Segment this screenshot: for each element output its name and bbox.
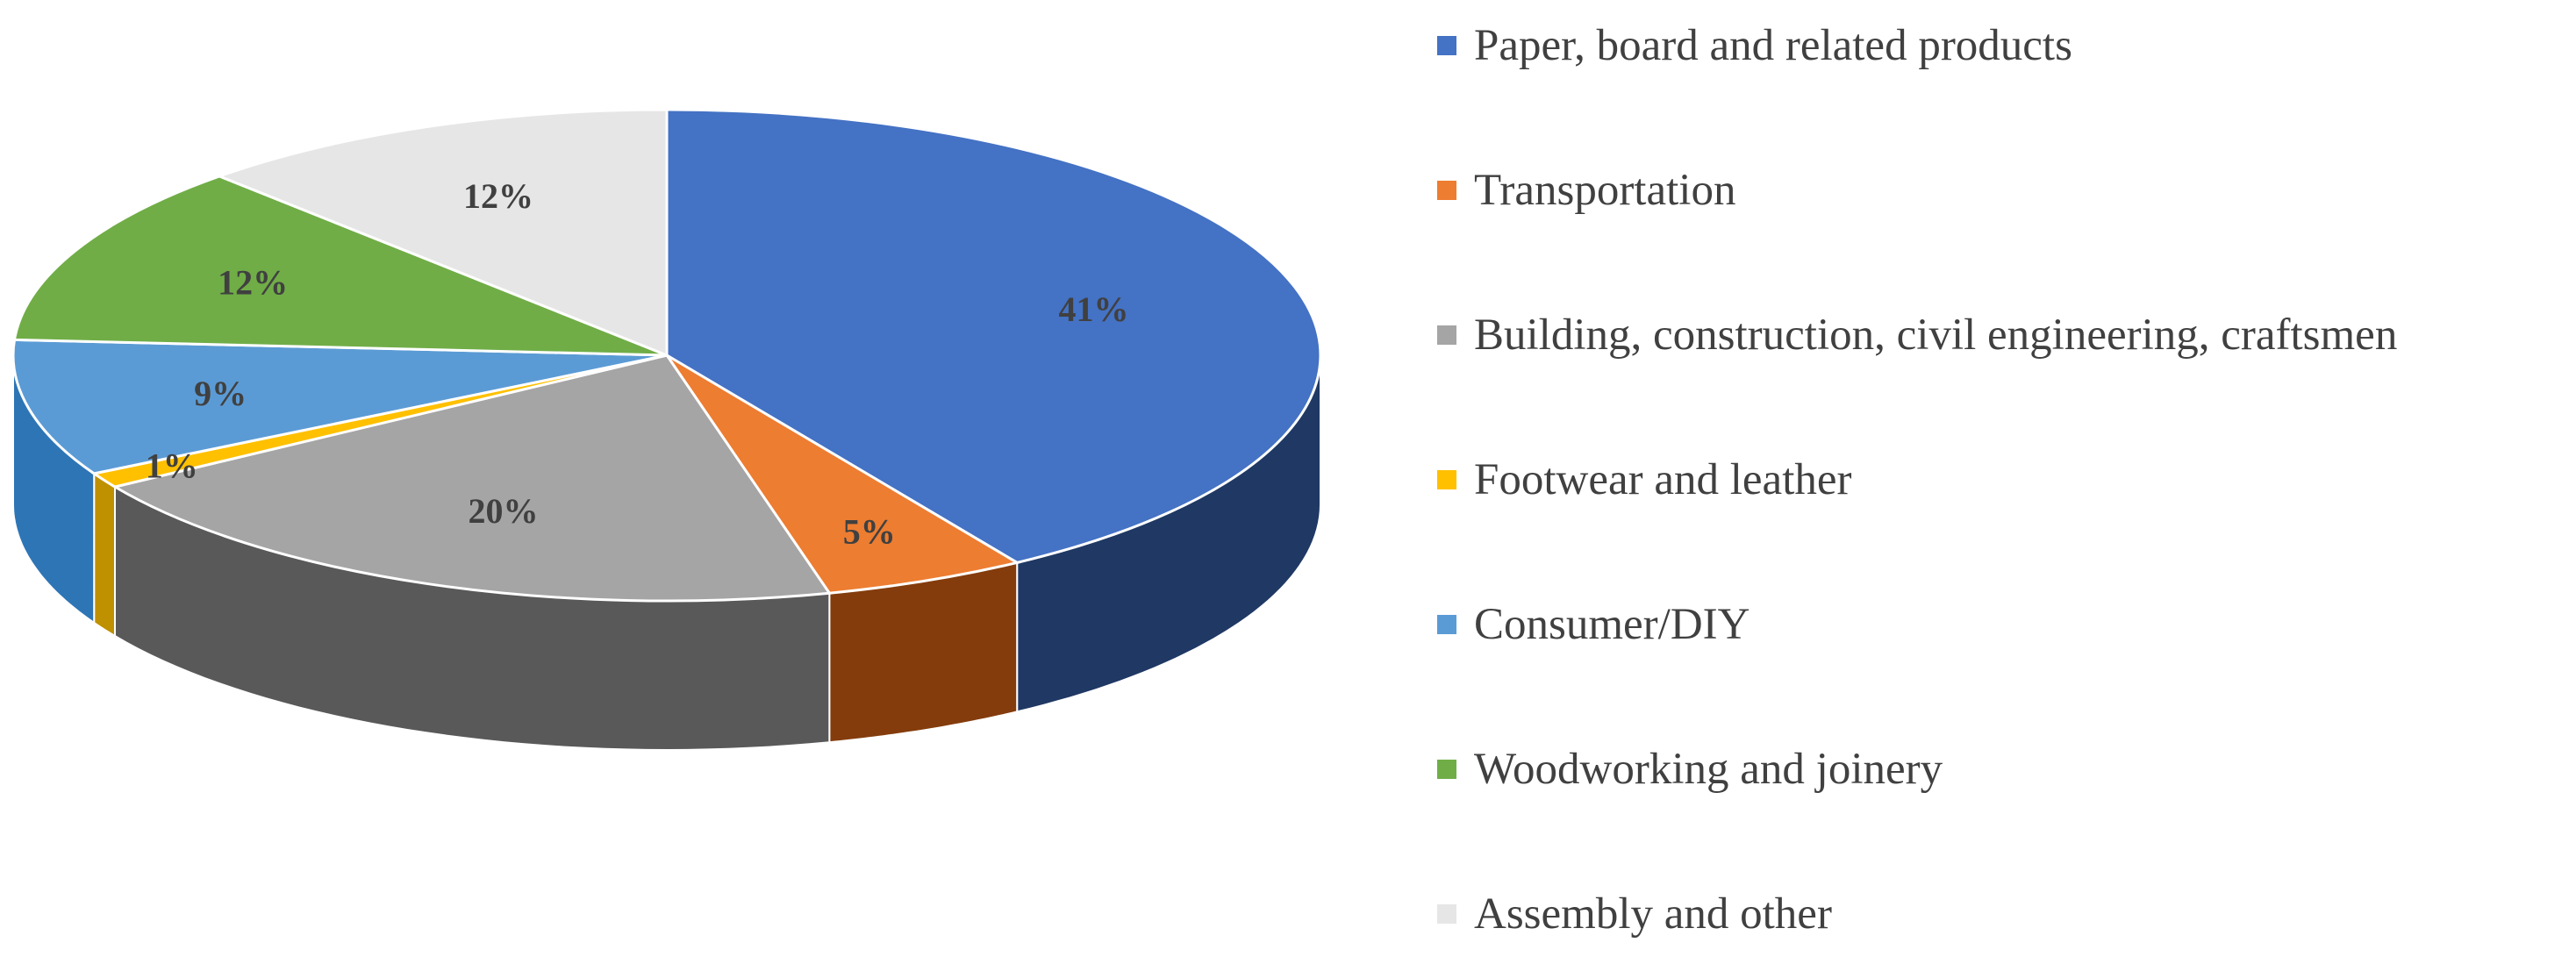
- legend-label: Assembly and other: [1474, 889, 1832, 939]
- data-label-transportation: 5%: [843, 511, 896, 551]
- data-label-footwear-and-leather: 1%: [146, 446, 198, 485]
- pie-slice-consumer-diy: [11, 338, 668, 475]
- legend-item-transportation: Transportation: [1437, 164, 1735, 217]
- legend-item-footwear-and-leather: Footwear and leather: [1437, 453, 1852, 506]
- pie-data-labels: 41% 5% 20% 1% 9% 12% 12%: [146, 176, 1129, 552]
- pie-top-layer: [11, 108, 1322, 603]
- legend-label: Paper, board and related products: [1474, 21, 2072, 70]
- legend-item-building-construction-civil-engineering-craftsmen: Building, construction, civil engineerin…: [1437, 309, 2397, 361]
- pie-slice-woodworking-and-joinery: [12, 175, 668, 357]
- data-label-woodworking-and-joinery: 12%: [218, 263, 288, 303]
- pie-slice-assembly-and-other: [215, 108, 669, 358]
- pie-slice-transportation: [665, 353, 1021, 595]
- pie-chart: 41% 5% 20% 1% 9% 12% 12%: [11, 108, 1322, 752]
- data-label-assembly-and-other: 12%: [463, 176, 533, 216]
- legend-swatch: [1437, 325, 1456, 345]
- pie-side-layer: [12, 354, 1321, 752]
- legend-swatch: [1437, 615, 1456, 634]
- legend-swatch: [1437, 181, 1456, 200]
- legend-item-assembly-and-other: Assembly and other: [1437, 888, 1832, 940]
- chart-legend: Paper, board and related products Transpo…: [1437, 0, 2560, 964]
- legend-swatch: [1437, 904, 1456, 924]
- legend-label: Transportation: [1474, 166, 1736, 215]
- legend-label: Building, construction, civil engineerin…: [1474, 311, 2398, 360]
- legend-swatch: [1437, 36, 1456, 55]
- legend-item-woodworking-and-joinery: Woodworking and joinery: [1437, 743, 1943, 796]
- data-label-building-construction-civil-engineering-craftsmen: 20%: [469, 491, 539, 531]
- data-label-consumer-diy: 9%: [194, 374, 247, 413]
- legend-label: Footwear and leather: [1474, 455, 1852, 504]
- pie-slice-building-construction-civil-engineering-craftsmen: [111, 353, 832, 603]
- legend-label: Consumer/DIY: [1474, 600, 1750, 649]
- pie-side-footwear-and-leather: [93, 471, 116, 638]
- legend-item-paper-board-and-related-products: Paper, board and related products: [1437, 19, 2072, 72]
- data-label-paper-board-and-related-products: 41%: [1059, 289, 1129, 329]
- legend-swatch: [1437, 470, 1456, 489]
- legend-swatch: [1437, 760, 1456, 779]
- legend-item-consumer-diy: Consumer/DIY: [1437, 598, 1750, 651]
- pie-slice-paper-board-and-related-products: [665, 108, 1322, 565]
- legend-label: Woodworking and joinery: [1474, 745, 1943, 794]
